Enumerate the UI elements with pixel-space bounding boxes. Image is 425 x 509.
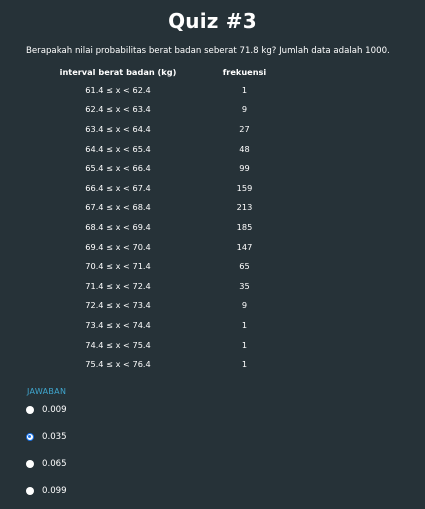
table-row: 70.4 ≤ x < 71.4 65 [57, 256, 310, 276]
table-row: 65.4 ≤ x < 66.4 99 [57, 158, 310, 178]
frequency-cell: 35 [239, 280, 250, 291]
answer-option-label: 0.035 [42, 432, 67, 442]
interval-cell: 72.4 ≤ x < 73.4 [85, 300, 151, 311]
table-row: 67.4 ≤ x < 68.4 213 [57, 198, 310, 218]
interval-cell: 63.4 ≤ x < 64.4 [85, 123, 151, 134]
frequency-cell: 9 [241, 104, 248, 115]
interval-cell: 75.4 ≤ x < 76.4 [85, 359, 151, 370]
answer-option-0[interactable]: 0.009 [26, 403, 67, 417]
table-row: 64.4 ≤ x < 65.4 48 [57, 139, 310, 159]
frequency-cell: 65 [239, 261, 250, 272]
table-row: 74.4 ≤ x < 75.4 1 [57, 335, 310, 355]
interval-cell: 70.4 ≤ x < 71.4 [85, 261, 151, 272]
frequency-cell: 1 [241, 359, 248, 370]
frequency-cell: 9 [241, 300, 248, 311]
frequency-cell: 185 [236, 221, 253, 232]
interval-cell: 66.4 ≤ x < 67.4 [85, 182, 151, 193]
table-row: 66.4 ≤ x < 67.4 159 [57, 178, 310, 198]
table-row: 71.4 ≤ x < 72.4 35 [57, 276, 310, 296]
quiz-title: Quiz #3 [168, 9, 257, 33]
interval-cell: 64.4 ≤ x < 65.4 [85, 143, 151, 154]
radio-button[interactable] [26, 460, 34, 468]
frequency-cell: 1 [241, 84, 248, 95]
answer-option-2[interactable]: 0.065 [26, 457, 67, 471]
interval-cell: 71.4 ≤ x < 72.4 [85, 280, 151, 291]
frequency-cell: 213 [236, 202, 253, 213]
table-row: 63.4 ≤ x < 64.4 27 [57, 119, 310, 139]
frequency-cell: 27 [239, 123, 250, 134]
radio-button[interactable] [26, 433, 34, 441]
radio-button[interactable] [26, 406, 34, 414]
interval-cell: 68.4 ≤ x < 69.4 [85, 221, 151, 232]
column-header-interval: interval berat badan (kg) [59, 67, 177, 77]
answer-option-label: 0.009 [42, 405, 67, 415]
radio-button[interactable] [26, 487, 34, 495]
answer-section-label: JAWABAN [27, 387, 67, 396]
interval-cell: 65.4 ≤ x < 66.4 [85, 163, 151, 174]
interval-cell: 61.4 ≤ x < 62.4 [85, 84, 151, 95]
table-row: 69.4 ≤ x < 70.4 147 [57, 237, 310, 257]
frequency-cell: 99 [239, 163, 250, 174]
interval-cell: 67.4 ≤ x < 68.4 [85, 202, 151, 213]
interval-cell: 62.4 ≤ x < 63.4 [85, 104, 151, 115]
answer-option-label: 0.065 [42, 459, 67, 469]
table-row: 61.4 ≤ x < 62.4 1 [57, 80, 310, 100]
interval-cell: 69.4 ≤ x < 70.4 [85, 241, 151, 252]
table-row: 72.4 ≤ x < 73.4 9 [57, 296, 310, 316]
frequency-cell: 159 [236, 182, 253, 193]
answer-option-1[interactable]: 0.035 [26, 430, 67, 444]
frequency-cell: 1 [241, 339, 248, 350]
frequency-cell: 1 [241, 319, 248, 330]
interval-cell: 73.4 ≤ x < 74.4 [85, 319, 151, 330]
table-row: 73.4 ≤ x < 74.4 1 [57, 315, 310, 335]
table-row: 75.4 ≤ x < 76.4 1 [57, 354, 310, 374]
frequency-cell: 48 [239, 143, 250, 154]
question-text: Berapakah nilai probabilitas berat badan… [26, 46, 390, 56]
table-header-row: interval berat badan (kg) frekuensi [57, 64, 310, 80]
frequency-cell: 147 [236, 241, 253, 252]
interval-cell: 74.4 ≤ x < 75.4 [85, 339, 151, 350]
column-header-frequency: frekuensi [222, 67, 267, 77]
answer-option-3[interactable]: 0.099 [26, 484, 67, 498]
answer-option-label: 0.099 [42, 486, 67, 496]
frequency-table: interval berat badan (kg) frekuensi 61.4… [57, 64, 310, 374]
table-row: 62.4 ≤ x < 63.4 9 [57, 100, 310, 120]
table-row: 68.4 ≤ x < 69.4 185 [57, 217, 310, 237]
